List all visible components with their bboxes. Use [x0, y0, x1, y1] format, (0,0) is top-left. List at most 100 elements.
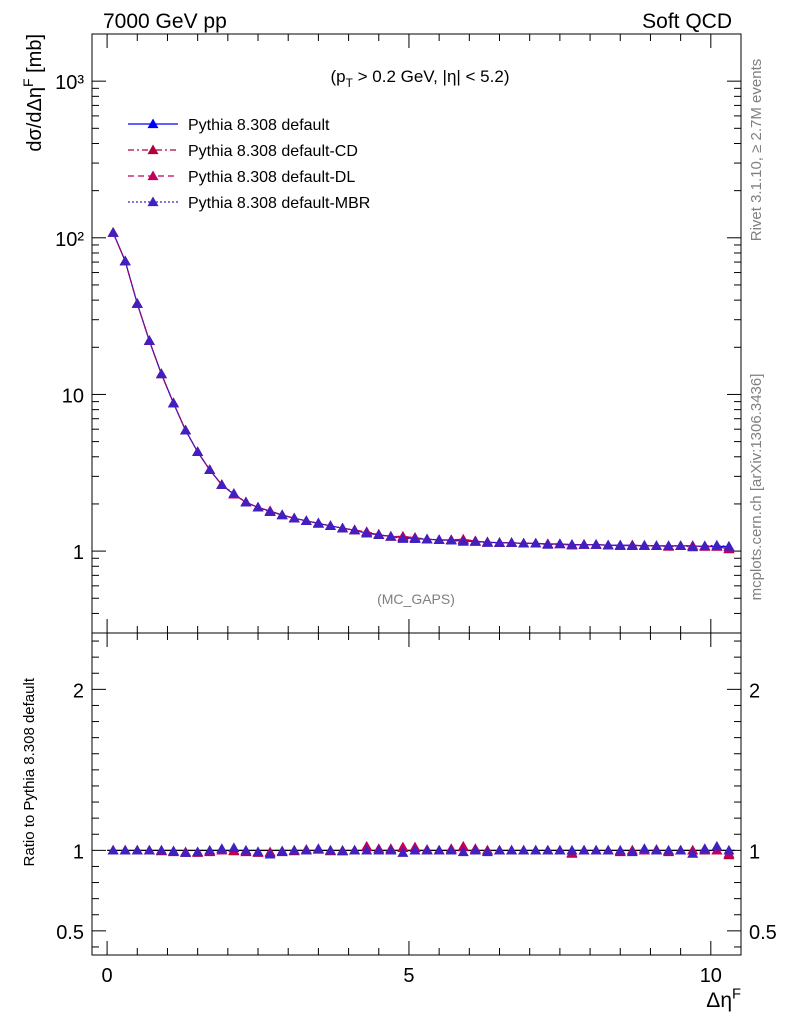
ratio-point — [192, 846, 204, 857]
data-point — [421, 533, 433, 544]
data-point — [337, 522, 349, 533]
ratio-point — [252, 846, 264, 857]
ratio-point — [119, 844, 131, 855]
ratio-point — [204, 844, 216, 855]
ratio-point — [180, 847, 192, 857]
legend-label: Pythia 8.308 default-DL — [188, 169, 355, 186]
ratio-point — [397, 841, 409, 852]
ratio-point — [614, 844, 626, 855]
data-point — [349, 524, 361, 535]
data-point — [312, 517, 324, 528]
ratio-point — [288, 844, 300, 855]
data-point — [107, 227, 119, 237]
data-point — [192, 446, 204, 456]
data-point — [614, 539, 626, 550]
data-point — [650, 540, 662, 550]
data-point — [252, 501, 264, 512]
ratio-point — [638, 843, 650, 853]
ratio-point — [445, 844, 457, 855]
ratio-point — [107, 844, 119, 855]
data-point — [663, 540, 675, 550]
data-point — [385, 530, 397, 541]
data-point — [228, 488, 240, 498]
data-point — [324, 520, 336, 530]
legend-label: Pythia 8.308 default-MBR — [188, 195, 370, 212]
data-point — [180, 424, 192, 435]
ratio-point — [711, 840, 723, 851]
ratio-point — [385, 844, 397, 855]
series-1 — [107, 227, 735, 554]
ratio-point — [264, 848, 276, 859]
ratio-point — [131, 844, 143, 855]
data-point — [288, 512, 300, 523]
data-point — [530, 537, 542, 548]
ratio-point — [457, 846, 469, 857]
data-point — [626, 540, 638, 550]
ratio-point — [228, 842, 240, 853]
data-point — [602, 539, 614, 550]
data-point — [445, 534, 457, 545]
ratio-series-2 — [107, 840, 735, 859]
ratio-frame — [91, 632, 742, 956]
data-point — [506, 537, 518, 547]
data-point — [469, 536, 481, 546]
series-2 — [107, 227, 735, 553]
ratio-y-tick-label: 1 — [73, 841, 84, 863]
data-point — [675, 540, 687, 550]
ratio-point — [433, 844, 445, 855]
ratio-point — [349, 844, 361, 855]
legend-label: Pythia 8.308 default-CD — [188, 143, 358, 160]
ratio-point — [409, 844, 421, 855]
data-point — [204, 464, 216, 474]
data-point — [433, 534, 445, 544]
data-point — [373, 529, 385, 539]
ratio-y-axis-label: Ratio to Pythia 8.308 default — [21, 677, 38, 866]
ratio-point — [276, 845, 288, 856]
data-point — [687, 541, 699, 552]
ratio-point — [578, 844, 590, 855]
data-point — [638, 539, 650, 550]
data-point — [699, 540, 711, 550]
ratio-point — [542, 844, 554, 855]
ratio-point — [361, 844, 373, 855]
ratio-point — [300, 844, 312, 855]
data-point — [131, 298, 143, 308]
legend: Pythia 8.308 default Pythia 8.308 default… — [128, 117, 370, 212]
ratio-point — [421, 844, 433, 855]
data-point — [264, 506, 276, 516]
ratio-point — [457, 840, 469, 851]
x-tick-label: 5 — [403, 965, 414, 987]
legend-entry: Pythia 8.308 default-DL — [128, 169, 355, 186]
ratio-point — [687, 848, 699, 858]
y-tick-label: 10 — [62, 385, 84, 407]
data-point — [168, 397, 180, 408]
data-point — [276, 509, 288, 520]
series-line — [112, 232, 730, 550]
ratio-point — [337, 845, 349, 856]
cut-annotation: (pT > 0.2 GeV, |η| < 5.2) — [331, 67, 510, 90]
ratio-point — [566, 844, 578, 855]
ratio-y-tick-label: 2 — [73, 680, 84, 702]
y-tick-label: 1 — [73, 542, 84, 564]
ratio-point — [675, 844, 687, 855]
ratio-point — [663, 844, 675, 855]
data-point — [566, 539, 578, 549]
ratio-point — [723, 844, 735, 855]
y-tick-label: 10² — [55, 229, 84, 251]
legend-marker — [147, 170, 159, 181]
ratio-point — [602, 844, 614, 855]
ratio-point — [518, 844, 530, 855]
ratio-point — [506, 844, 518, 855]
ratio-point — [240, 844, 252, 855]
ratio-y-tick-label-right: 2 — [749, 680, 760, 702]
main-panel: 1 10 10² 10³ dσ/dΔηF [mb] (pT > 0.2 GeV, |η| … — [20, 33, 742, 955]
data-point — [397, 533, 409, 543]
ratio-point — [397, 847, 409, 857]
legend-entry: Pythia 8.308 default — [128, 117, 330, 134]
rivet-label: Rivet 3.1.10, ≥ 2.7M events — [748, 59, 765, 242]
legend-entry: Pythia 8.308 default-CD — [128, 143, 358, 160]
legend-label: Pythia 8.308 default — [188, 117, 330, 134]
series-line — [112, 232, 729, 548]
ratio-point — [481, 846, 493, 857]
